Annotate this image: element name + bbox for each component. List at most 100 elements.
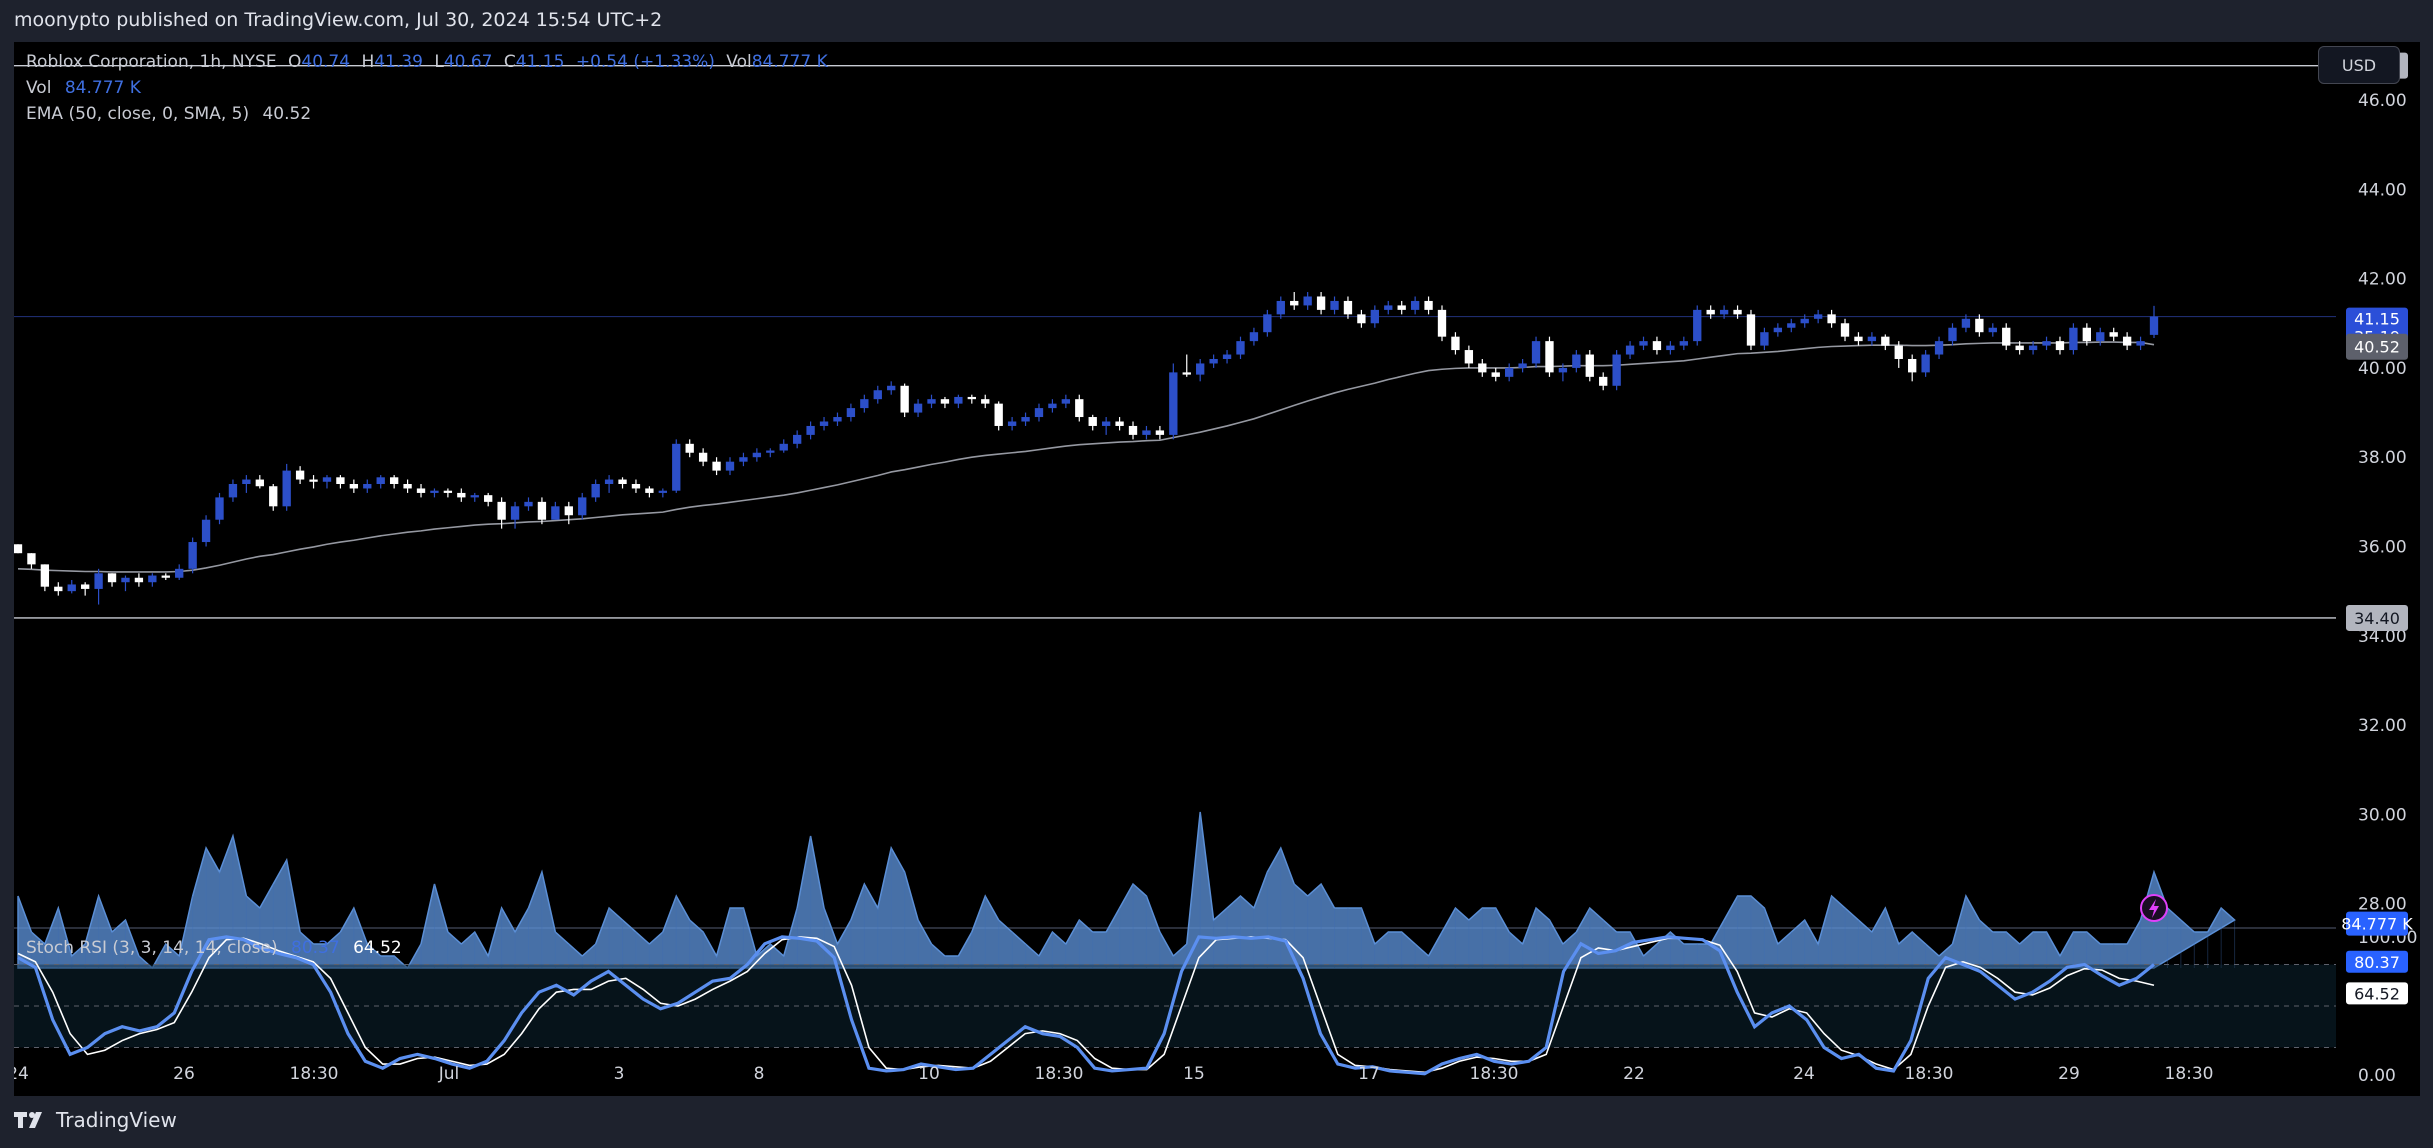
time-tick-label: 18:30 <box>290 1064 339 1084</box>
candle-body <box>1007 421 1017 426</box>
candle <box>161 573 170 580</box>
low-value: 40.67 <box>443 52 493 72</box>
change-value: +0.54 (+1.33%) <box>575 52 715 72</box>
candle-body <box>1088 417 1097 426</box>
candle-body <box>900 385 909 413</box>
candle <box>1867 332 1877 346</box>
price-tick-label: 28.00 <box>2358 895 2407 915</box>
candle <box>2055 336 2065 355</box>
candle <box>1800 314 1809 328</box>
candle-body <box>1303 296 1312 306</box>
candle <box>1585 350 1594 382</box>
price-tick-label: 36.00 <box>2358 538 2407 558</box>
stoch-legend[interactable]: Stoch RSI (3, 3, 14, 14, close) 80.37 64… <box>26 938 402 958</box>
candle-body <box>1451 336 1460 351</box>
candle-body <box>470 495 479 498</box>
candle-body <box>873 390 882 400</box>
candle-body <box>618 479 627 484</box>
candle <box>1034 403 1044 422</box>
symbol-title[interactable]: Roblox Corporation, 1h, NYSE <box>26 52 277 72</box>
candle <box>1921 350 1930 377</box>
candle-body <box>1491 372 1500 377</box>
close-value: 41.15 <box>515 52 565 72</box>
candle <box>242 475 251 493</box>
low-line-badge-text: 34.40 <box>2354 609 2400 628</box>
candle <box>349 479 359 493</box>
candle-body <box>766 450 775 453</box>
candle-body <box>1693 309 1702 342</box>
close-label: C <box>503 52 516 72</box>
stoch-d-badge-text: 64.52 <box>2354 984 2400 1003</box>
candle <box>1478 358 1487 377</box>
candle-body <box>484 495 493 502</box>
candle <box>1437 305 1447 342</box>
stoch-k-legend-value: 80.37 <box>291 938 340 958</box>
candle <box>1182 354 1191 377</box>
candle-body <box>1706 309 1715 315</box>
candle <box>1330 296 1339 315</box>
candle-body <box>1128 425 1138 435</box>
candle <box>1827 309 1836 328</box>
candle <box>631 479 641 493</box>
candle <box>443 488 453 498</box>
candle <box>1894 341 1903 368</box>
candle-body <box>1545 341 1554 373</box>
tradingview-logo-icon[interactable] <box>14 1110 48 1130</box>
candle <box>1599 372 1608 391</box>
time-tick-label: 22 <box>1623 1064 1645 1084</box>
candle <box>551 501 560 520</box>
candle <box>1196 358 1205 382</box>
candle <box>40 564 50 592</box>
candle <box>282 463 291 511</box>
candle <box>1397 300 1406 315</box>
ema-legend[interactable]: EMA (50, close, 0, SMA, 5) 40.52 <box>26 104 311 124</box>
stoch-k-line <box>17 935 2155 1076</box>
candle-body <box>443 490 453 493</box>
candle <box>1733 305 1742 319</box>
lightning-icon <box>2140 894 2168 922</box>
candle-body <box>1827 314 1836 324</box>
last-price-badge-text: 41.15 <box>2354 310 2400 329</box>
candle-body <box>1840 323 1850 337</box>
candle-body <box>1316 296 1326 310</box>
price-tick-label: 42.00 <box>2358 270 2407 290</box>
footer-brand[interactable]: TradingView <box>56 1108 177 1132</box>
candle <box>873 385 882 404</box>
candle <box>188 537 197 574</box>
candle <box>887 381 896 395</box>
volume-legend[interactable]: Vol 84.777 K <box>26 78 141 98</box>
candle <box>1088 414 1097 431</box>
candle-body <box>846 408 856 418</box>
candle-body <box>887 385 896 391</box>
candle-body <box>833 417 842 422</box>
candle <box>793 430 802 449</box>
open-value: 40.74 <box>301 52 351 72</box>
candle-body <box>793 434 802 444</box>
candle-body <box>564 506 573 516</box>
candle <box>1357 309 1366 328</box>
vol-value: 84.777 K <box>751 52 828 72</box>
currency-button[interactable]: USD <box>2318 46 2400 84</box>
candle <box>228 479 238 502</box>
candle <box>1908 354 1917 382</box>
candle-body <box>860 399 869 409</box>
candle-body <box>685 443 694 453</box>
candle <box>1572 350 1581 373</box>
candle-body <box>1478 363 1487 373</box>
candle <box>295 466 305 484</box>
candle-body <box>1773 327 1783 333</box>
price-tick-label: 30.00 <box>2358 805 2407 825</box>
time-tick-label: 10 <box>918 1064 940 1084</box>
candle <box>1249 327 1259 346</box>
candle <box>1652 336 1662 355</box>
candle-body <box>175 568 184 578</box>
candle-body <box>188 542 197 569</box>
candle <box>2042 336 2051 351</box>
candle-body <box>672 443 681 491</box>
chart-frame[interactable]: 46.00 44.00 42.00 40.00 38.00 36.00 34.00 32.00… <box>14 42 2420 1096</box>
candle-body <box>67 584 76 592</box>
candle <box>1948 323 1957 346</box>
candle-body <box>1357 314 1366 324</box>
candle-body <box>819 421 829 426</box>
candle <box>134 573 144 587</box>
